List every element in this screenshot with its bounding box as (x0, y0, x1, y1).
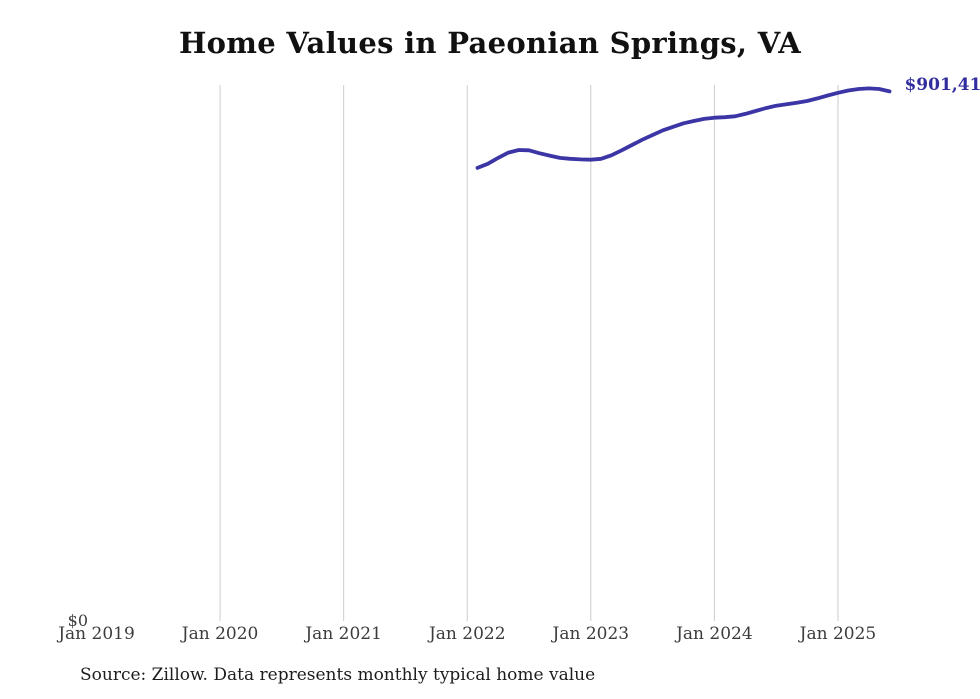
x-tick-jan-2024: Jan 2024 (676, 624, 753, 644)
chart-title: Home Values in Paeonian Springs, VA (178, 26, 802, 60)
latest-value-label: $901,413 (904, 75, 980, 96)
x-tick-jan-2020: Jan 2020 (181, 624, 259, 644)
x-tick-jan-2025: Jan 2025 (799, 624, 877, 644)
home-value-line (475, 86, 892, 170)
x-tick-jan-2019: Jan 2019 (58, 624, 135, 644)
x-tick-jan-2023: Jan 2023 (552, 624, 630, 644)
x-tick-jan-2021: Jan 2021 (305, 624, 382, 644)
source-note: Source: Zillow. Data represents monthly … (80, 665, 596, 685)
x-tick-jan-2022: Jan 2022 (428, 624, 506, 644)
y-axis-zero-tick-label: $0 (67, 611, 88, 630)
